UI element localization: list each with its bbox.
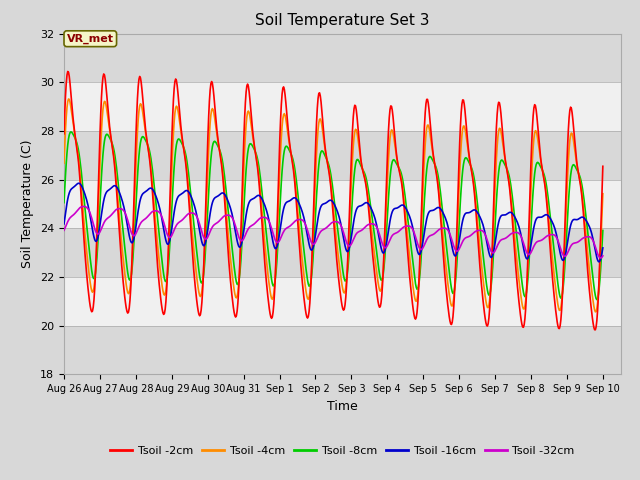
Bar [64,180,621,228]
Bar [64,82,621,131]
Title: Soil Temperature Set 3: Soil Temperature Set 3 [255,13,429,28]
X-axis label: Time: Time [327,400,358,413]
Bar [64,277,621,326]
Y-axis label: Soil Temperature (C): Soil Temperature (C) [22,140,35,268]
Legend: Tsoil -2cm, Tsoil -4cm, Tsoil -8cm, Tsoil -16cm, Tsoil -32cm: Tsoil -2cm, Tsoil -4cm, Tsoil -8cm, Tsoi… [106,441,579,460]
Text: VR_met: VR_met [67,34,114,44]
